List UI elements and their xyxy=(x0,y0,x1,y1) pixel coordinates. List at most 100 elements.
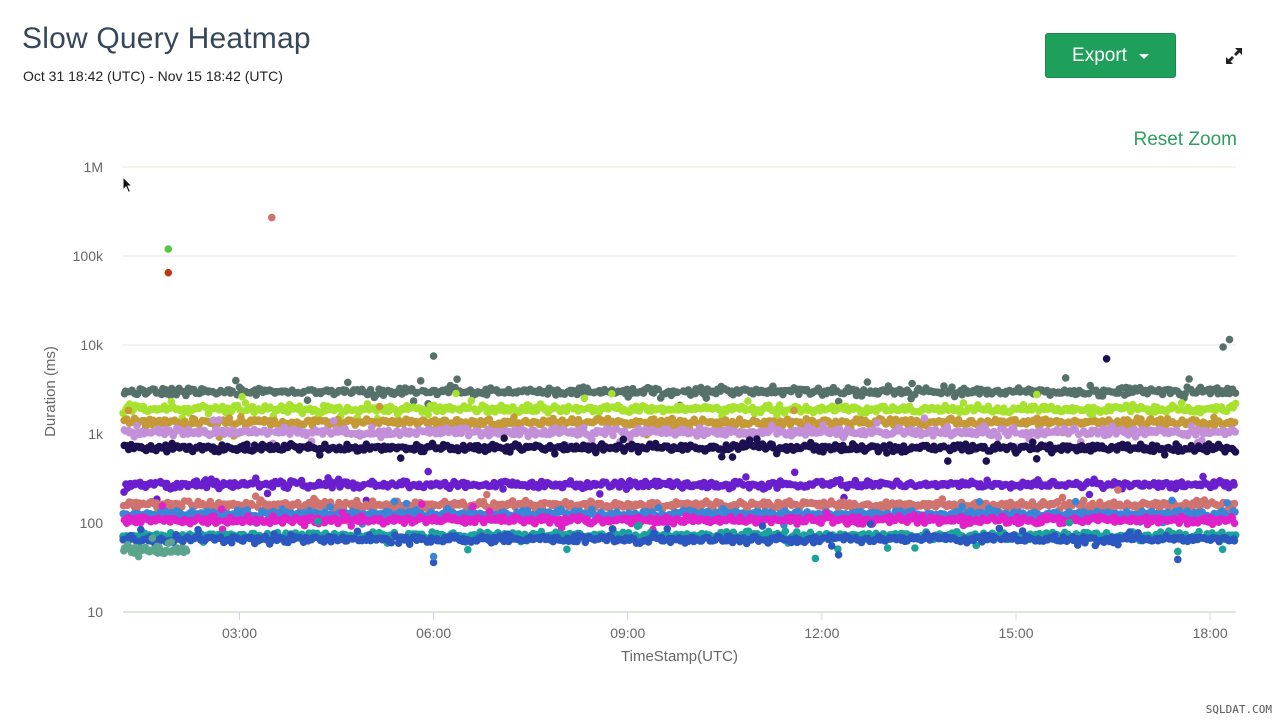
date-range: Oct 31 18:42 (UTC) - Nov 15 18:42 (UTC) xyxy=(23,68,283,84)
data-point xyxy=(510,413,518,421)
data-point xyxy=(452,389,460,398)
data-point xyxy=(608,389,616,398)
data-point xyxy=(316,451,324,459)
data-point xyxy=(500,434,509,443)
data-point xyxy=(588,436,596,444)
data-point xyxy=(580,394,589,403)
data-point xyxy=(1061,374,1070,382)
data-point xyxy=(1230,499,1239,508)
data-point xyxy=(1071,497,1080,506)
data-point xyxy=(133,422,141,430)
data-point xyxy=(654,385,662,394)
data-point xyxy=(1231,448,1240,456)
data-point xyxy=(1032,455,1041,463)
series-band xyxy=(120,467,1238,505)
reset-zoom-button[interactable]: Reset Zoom xyxy=(1133,129,1237,150)
data-point xyxy=(863,378,872,386)
data-point xyxy=(263,489,272,498)
data-point xyxy=(418,500,426,508)
data-point xyxy=(1084,403,1092,412)
data-point xyxy=(619,435,628,444)
data-point xyxy=(790,468,799,477)
data-point xyxy=(938,388,946,396)
data-point xyxy=(836,425,844,434)
data-point xyxy=(1033,414,1041,423)
data-point xyxy=(469,502,477,511)
data-point xyxy=(303,396,312,405)
data-point xyxy=(1033,390,1041,399)
data-point xyxy=(217,505,226,513)
data-point xyxy=(668,414,676,423)
data-point xyxy=(499,485,507,493)
data-point xyxy=(232,376,240,385)
data-point xyxy=(1168,496,1176,505)
expand-icon[interactable] xyxy=(1224,46,1244,66)
data-point xyxy=(940,382,948,390)
data-point xyxy=(742,473,750,481)
data-point xyxy=(124,406,133,415)
data-point xyxy=(982,457,991,465)
data-point xyxy=(1085,490,1094,499)
data-point xyxy=(769,382,777,391)
export-button-label: Export xyxy=(1072,44,1127,66)
data-point xyxy=(920,414,929,423)
data-point xyxy=(873,419,881,427)
data-point xyxy=(1185,375,1193,383)
data-point xyxy=(948,383,956,392)
series-band xyxy=(120,374,1240,410)
data-point xyxy=(944,457,952,465)
data-point xyxy=(908,379,916,388)
data-points-layer xyxy=(119,374,1240,561)
data-point xyxy=(375,402,384,411)
data-point xyxy=(886,415,894,423)
data-point xyxy=(718,452,726,461)
data-point xyxy=(744,397,752,405)
data-point xyxy=(390,497,399,506)
data-point xyxy=(1198,436,1206,445)
data-point xyxy=(453,375,461,384)
data-point xyxy=(241,399,250,407)
data-point xyxy=(402,499,411,508)
data-point xyxy=(975,498,984,506)
data-point xyxy=(424,467,433,476)
data-point xyxy=(994,433,1003,442)
grid-layer xyxy=(123,166,1236,524)
data-point xyxy=(329,417,338,425)
data-point xyxy=(773,411,781,419)
data-point xyxy=(596,490,604,498)
data-point xyxy=(958,502,966,511)
data-point xyxy=(673,388,682,397)
series-band xyxy=(120,434,1240,465)
data-point xyxy=(238,392,246,401)
data-point xyxy=(959,399,968,407)
data-point xyxy=(1177,399,1186,407)
data-point xyxy=(1230,481,1238,489)
data-point xyxy=(158,502,167,510)
data-point xyxy=(467,396,476,405)
series-band xyxy=(120,414,1239,452)
data-point xyxy=(728,453,737,461)
data-point xyxy=(1230,418,1239,427)
data-point xyxy=(1231,389,1240,397)
data-point xyxy=(1231,399,1240,408)
data-point xyxy=(1223,499,1232,507)
data-point xyxy=(284,408,292,416)
data-point xyxy=(580,423,588,432)
data-point xyxy=(396,454,405,462)
data-point xyxy=(424,410,433,419)
data-point xyxy=(609,431,617,440)
data-point xyxy=(483,490,491,499)
data-point xyxy=(243,440,251,449)
data-point xyxy=(416,377,425,385)
export-button[interactable]: Export xyxy=(1045,33,1176,78)
data-point xyxy=(326,503,335,511)
data-point xyxy=(409,397,418,405)
data-point xyxy=(215,416,223,424)
caret-down-icon xyxy=(1138,54,1149,59)
data-point xyxy=(1160,451,1169,459)
data-point xyxy=(485,507,494,516)
data-point xyxy=(1231,428,1239,436)
data-point xyxy=(702,394,711,402)
data-point xyxy=(367,423,376,432)
